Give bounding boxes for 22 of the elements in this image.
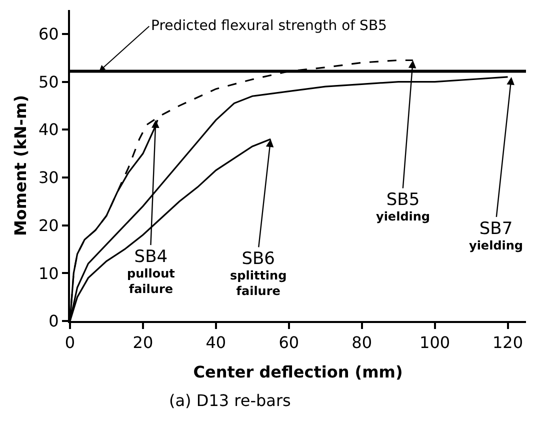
annotation: SB4 pullout failure	[127, 247, 176, 296]
x-tick-label: 60	[278, 333, 300, 352]
x-tick-label: 120	[492, 333, 524, 352]
x-tick-label: 20	[132, 333, 154, 352]
x-tick-label: 100	[420, 333, 450, 352]
x-axis-title: Center deflection (mm)	[193, 362, 403, 382]
y-tick-label: 20	[38, 216, 59, 235]
y-tick-label: 0	[48, 312, 59, 331]
y-tick-label: 50	[38, 72, 59, 92]
y-tick-label: 10	[38, 264, 59, 283]
y-tick-label: 60	[38, 24, 59, 44]
x-tick-label: 80	[352, 333, 372, 352]
ref-line-label: Predicted flexural strength of SB5	[151, 18, 387, 34]
x-tick-label: 40	[206, 333, 226, 352]
annotation: SB5 yielding	[376, 190, 430, 224]
x-tick-label: 0	[64, 333, 76, 352]
text: (a) D13 re-bars	[169, 391, 291, 410]
y-tick-label: 30	[38, 168, 59, 188]
y-axis-title: Moment (kN-m)	[10, 94, 30, 236]
annotation: SB6 splitting failure	[230, 249, 287, 298]
y-tick-label: 40	[38, 120, 59, 140]
annotation: SB7 yielding	[469, 219, 524, 253]
